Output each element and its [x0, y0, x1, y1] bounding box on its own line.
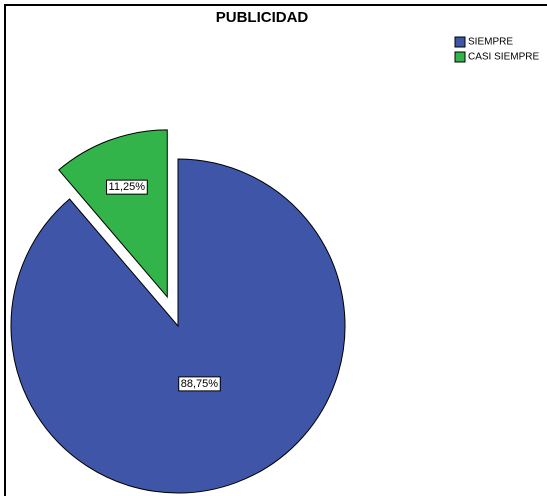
value-label-box	[106, 179, 148, 195]
value-label-box	[178, 376, 221, 392]
value-label: 88,75%	[178, 376, 221, 392]
value-label-text: 88,75%	[181, 378, 219, 390]
legend-swatch	[454, 36, 466, 48]
pie-slice	[58, 129, 168, 299]
value-label: 11,25%	[106, 179, 148, 195]
pie-slice	[10, 158, 346, 494]
legend-label: SIEMPRE	[468, 37, 513, 48]
legend-label: CASI SIEMPRE	[468, 52, 539, 63]
value-label-text: 11,25%	[109, 181, 146, 193]
legend-swatch	[454, 51, 466, 63]
chart-title: PUBLICIDAD	[216, 9, 309, 26]
